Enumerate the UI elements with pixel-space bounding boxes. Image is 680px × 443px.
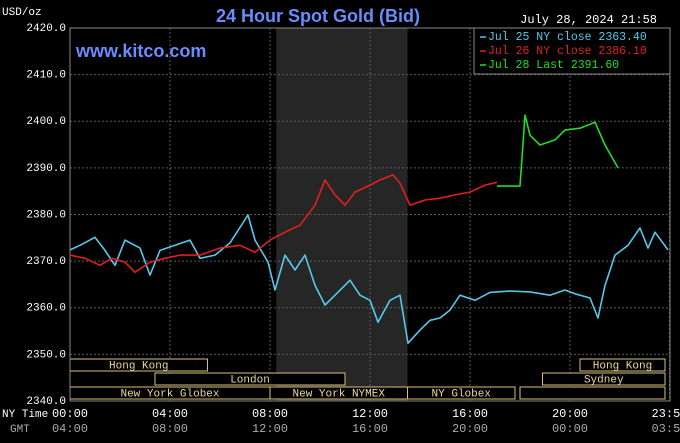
session-box: [407, 386, 516, 400]
x2-tick-label: 12:00: [252, 422, 288, 436]
legend-label: Jul 25 NY close 2363.40: [488, 31, 647, 44]
y-tick-label: 2370.0: [26, 256, 66, 268]
session-box: [542, 372, 666, 386]
y-tick-label: 2360.0: [26, 303, 66, 315]
session-box: [154, 372, 346, 386]
plot-frame: [69, 27, 671, 402]
y-tick-label: 2400.0: [26, 116, 66, 128]
y-tick-label: 2350.0: [26, 349, 66, 361]
x2-tick-label: 16:00: [352, 422, 388, 436]
x2-tick-label: 03:59: [651, 422, 680, 436]
session-label: Hong Kong: [593, 360, 652, 372]
x2-axis-label: GMT: [10, 424, 30, 436]
price-line: [69, 214, 669, 344]
watermark: www.kitco.com: [75, 41, 206, 61]
session-box: [579, 358, 666, 372]
session-label: New York NYMEX: [293, 388, 386, 400]
x-axis-label: NY Time: [2, 409, 48, 421]
x2-tick-label: 04:00: [52, 422, 88, 436]
x2-tick-label: 00:00: [552, 422, 588, 436]
x-tick-label: 23:59: [651, 407, 680, 421]
x-tick-label: 16:00: [452, 407, 488, 421]
x-tick-label: 20:00: [552, 407, 588, 421]
legend-label: Jul 26 NY close 2386.10: [488, 45, 647, 58]
session-label: Hong Kong: [109, 360, 168, 372]
timestamp: July 28, 2024 21:58: [520, 13, 657, 27]
price-line: [497, 114, 619, 187]
x2-tick-label: 08:00: [152, 422, 188, 436]
session-label: New York Globex: [120, 388, 219, 400]
x-tick-label: 12:00: [352, 407, 388, 421]
x-tick-label: 04:00: [152, 407, 188, 421]
chart-title: 24 Hour Spot Gold (Bid): [216, 6, 420, 26]
y-tick-label: 2420.0: [26, 23, 66, 35]
x2-tick-label: 20:00: [452, 422, 488, 436]
x-tick-label: 00:00: [52, 407, 88, 421]
legend-box: [473, 27, 671, 75]
y-tick-label: 2380.0: [26, 209, 66, 221]
y-tick-label: 2390.0: [26, 163, 66, 175]
price-line: [69, 174, 498, 274]
y-tick-label: 2340.0: [26, 396, 66, 408]
session-label: Sydney: [584, 374, 624, 386]
session-box: [519, 386, 666, 400]
session-label: London: [230, 374, 270, 386]
session-label: NY Globex: [432, 388, 492, 400]
y-axis-label: USD/oz: [2, 7, 42, 19]
legend-label: Jul 28 Last 2391.60: [488, 59, 619, 72]
y-tick-label: 2410.0: [26, 70, 66, 82]
x-tick-label: 08:00: [252, 407, 288, 421]
